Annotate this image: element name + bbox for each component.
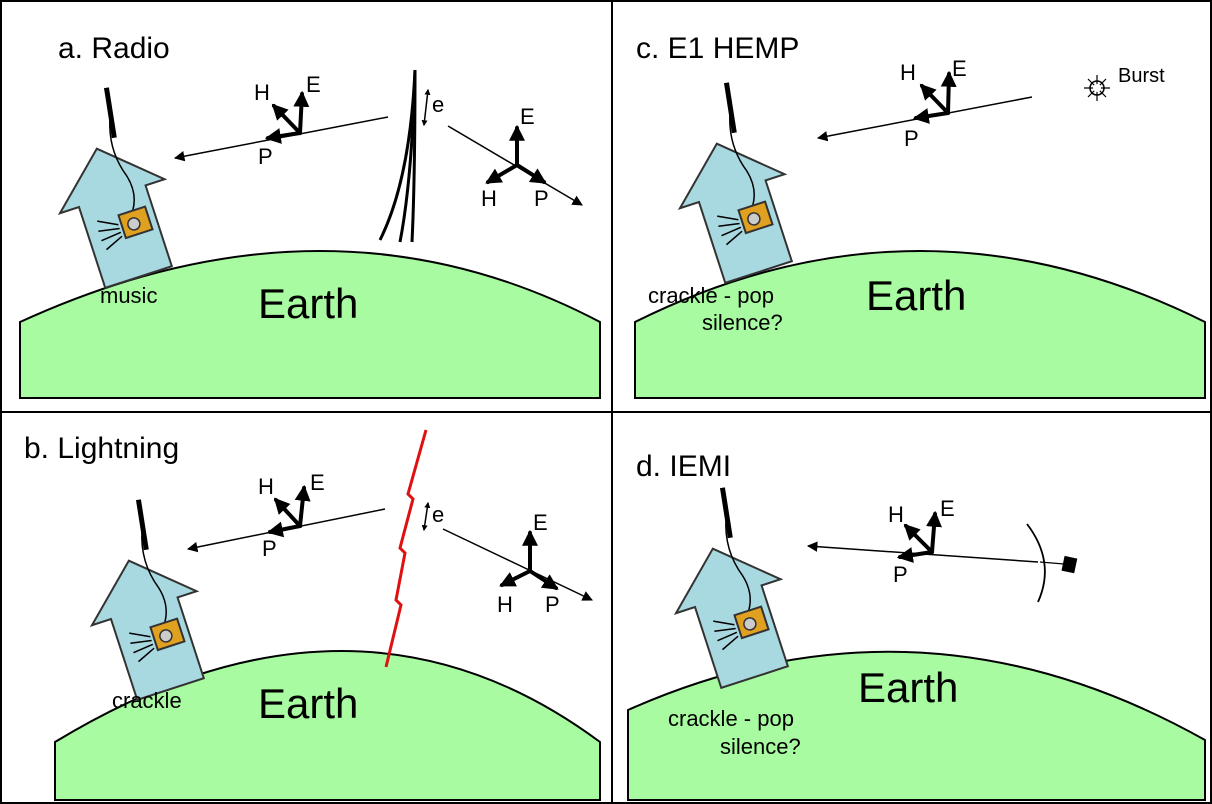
panel-hemp: c. E1 HEMP Earth crackle - pop silence? … [634, 32, 1206, 399]
earth-label: Earth [258, 280, 358, 327]
radio-speaker-icon [713, 605, 770, 651]
h-field-label: H [254, 80, 270, 105]
electron-motion-arrow [421, 88, 431, 127]
electron-label: e [432, 92, 444, 117]
earth-label: Earth [866, 272, 966, 319]
house-caption: music [100, 283, 157, 308]
earth-label: Earth [858, 664, 958, 711]
antenna-tower-icon [378, 69, 417, 243]
p-vector-label: P [258, 144, 273, 169]
h-field-label: H [258, 474, 274, 499]
house-caption: crackle - pop [648, 283, 774, 308]
panel-title: d. IEMI [636, 450, 731, 483]
house-icon [673, 487, 790, 690]
p-vector-label: P [534, 186, 549, 211]
field-vector-triad [499, 529, 559, 590]
lightning-bolt-icon [384, 429, 428, 668]
radio-speaker-icon [97, 205, 154, 251]
field-vector-triad [266, 484, 311, 538]
house-icon [57, 87, 174, 290]
h-field-label: H [900, 60, 916, 85]
e-field-label: E [952, 56, 967, 81]
burst-label: Burst [1118, 65, 1165, 87]
p-vector-label: P [893, 562, 908, 587]
panel-title: b. Lightning [24, 432, 179, 465]
house-caption: crackle - pop [668, 706, 794, 731]
field-vector-triad [485, 124, 547, 184]
radio-speaker-icon [717, 200, 774, 246]
electron-motion-arrow [421, 501, 431, 532]
panel-lightning: b. Lightning Earth crackle e E H [24, 429, 601, 801]
h-field-label: H [888, 502, 904, 527]
e-field-label: E [533, 510, 548, 535]
h-field-label: H [497, 592, 513, 617]
burst-icon [1084, 75, 1110, 101]
e-field-label: E [306, 72, 321, 97]
e-field-label: E [520, 104, 535, 129]
panel-radio: a. Radio Earth music e [19, 32, 601, 399]
earth-label: Earth [258, 680, 358, 727]
panel-title: c. E1 HEMP [636, 32, 799, 65]
p-vector-label: P [545, 592, 560, 617]
field-vector-triad [896, 510, 942, 563]
house-icon [677, 82, 794, 285]
field-vector-triad [912, 70, 957, 124]
p-vector-label: P [904, 126, 919, 151]
p-vector-label: P [262, 536, 277, 561]
field-vector-triad [264, 90, 310, 144]
propagation-arrow-right [442, 528, 593, 601]
earth-shape [634, 250, 1206, 399]
panel-iemi: d. IEMI Earth crackle - pop silence? E H [627, 450, 1206, 801]
h-field-label: H [481, 186, 497, 211]
e-field-label: E [310, 470, 325, 495]
electron-label: e [432, 502, 444, 527]
house-caption: crackle [112, 688, 182, 713]
e-field-label: E [940, 496, 955, 521]
house-caption: silence? [702, 310, 783, 335]
house-icon [89, 499, 206, 702]
panel-title: a. Radio [58, 32, 170, 65]
house-caption: silence? [720, 734, 801, 759]
dish-antenna-icon [1026, 523, 1078, 603]
radio-speaker-icon [129, 617, 186, 663]
